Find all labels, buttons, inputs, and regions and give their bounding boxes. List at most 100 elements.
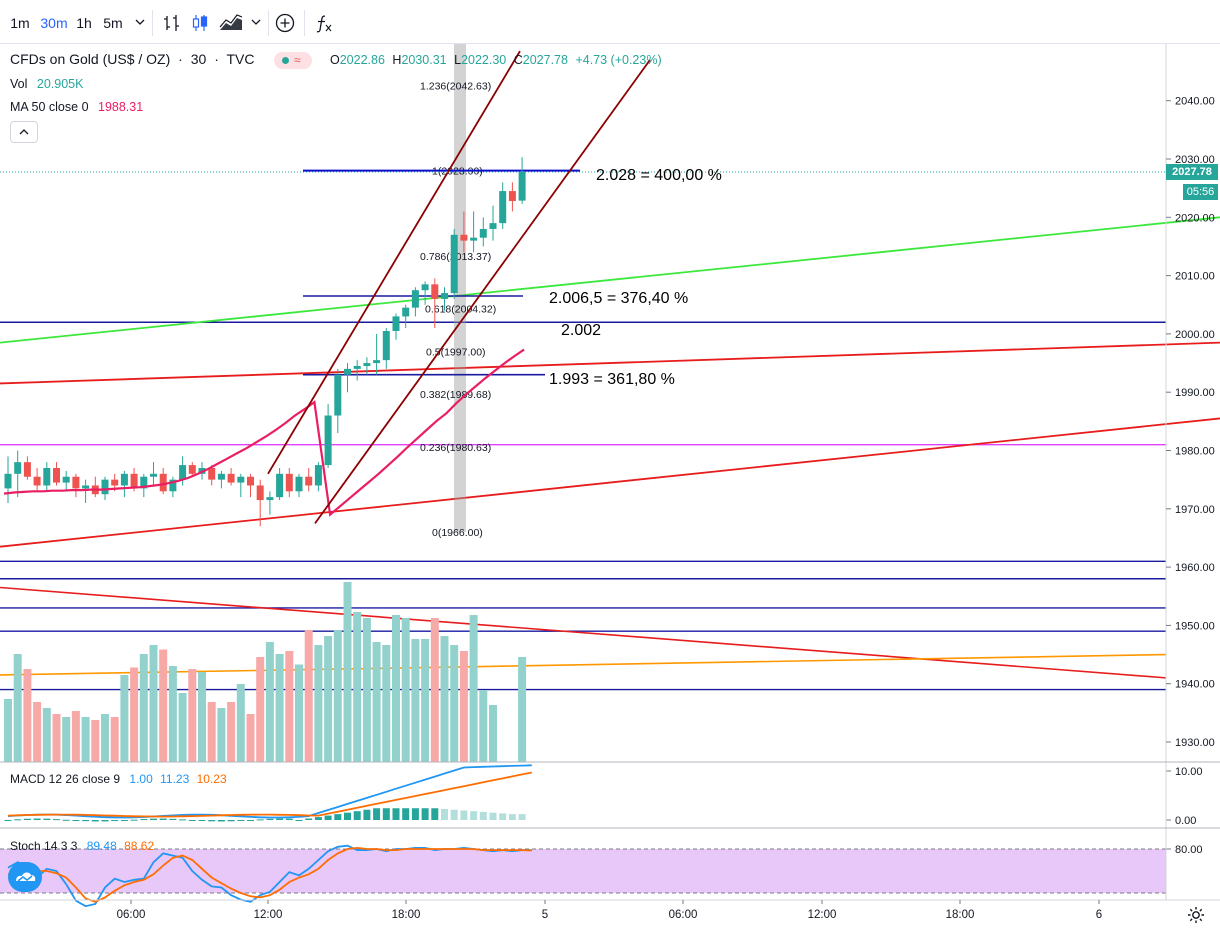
price-tick-label: 2040.00 (1175, 96, 1215, 108)
fibonacci-retracement: 1.236(2042.63)1(2028.00)0.786(2013.37)0.… (303, 44, 580, 539)
tradingview-logo-icon[interactable] (8, 862, 42, 892)
candle-body (421, 284, 429, 291)
volume-bar (101, 714, 109, 762)
volume-bar (440, 636, 449, 762)
fib-level-label: 0.236(1980.63) (420, 442, 491, 454)
volume-bar (23, 669, 32, 762)
price-tick-label: 2010.00 (1175, 271, 1215, 283)
candle-body (324, 415, 332, 466)
fx-icon[interactable] (312, 10, 336, 36)
macd-histogram-bar (91, 820, 99, 822)
macd-histogram-bar (460, 810, 468, 820)
volume-bar (392, 615, 400, 762)
candles-icon[interactable] (188, 10, 212, 36)
high-value: 2030.31 (401, 53, 447, 67)
price-tick-label: 1990.00 (1175, 387, 1215, 399)
symbol-source: TVC (226, 51, 255, 67)
stoch-label: Stoch 14 3 3 (10, 839, 78, 853)
volume-bar (372, 642, 381, 762)
macd-histogram-bar (120, 820, 128, 821)
market-status-badge[interactable]: ≈ (274, 52, 312, 69)
chart-canvas[interactable]: 1.236(2042.63)1(2028.00)0.786(2013.37)0.… (0, 44, 1220, 927)
macd-signal-line (7, 771, 532, 818)
price-tick-label: 2030.00 (1175, 154, 1215, 166)
macd-histogram-bar (266, 818, 274, 820)
interval-30m-button[interactable]: 30m (40, 15, 68, 31)
macd-histogram-bar (82, 820, 90, 822)
chevron-down-icon[interactable] (248, 10, 264, 36)
annotation-361pct[interactable]: 1.993 = 361,80 % (549, 371, 675, 388)
macd-histogram-bar (53, 819, 60, 821)
change-value: +4.73 (+0.23%) (575, 53, 662, 67)
chevron-down-icon[interactable] (130, 10, 150, 36)
volume-bar (4, 699, 12, 762)
volume-bar (314, 645, 323, 762)
macd-histogram-bar (33, 818, 41, 820)
annotation-2002[interactable]: 2.002 (561, 322, 602, 339)
candle-body (23, 462, 31, 477)
price-axis: 2040.00 2030.00 2020.00 2010.00 2000.00 1990.… (0, 44, 1220, 901)
settings-gear-icon[interactable] (1186, 905, 1206, 925)
trend-lines (0, 216, 1220, 691)
candle-body (188, 465, 196, 474)
interval-1m-button[interactable]: 1m (10, 15, 30, 31)
volume-bar (178, 693, 187, 762)
stoch-value-2: 88.62 (124, 839, 155, 853)
macd-legend[interactable]: MACD 12 26 close 9 1.00 11.23 10.23 (10, 772, 227, 786)
macd-histogram-bar (489, 812, 497, 820)
volume-bar (198, 672, 206, 762)
macd-histogram-bar (256, 819, 264, 821)
macd-histogram-bar (101, 820, 109, 822)
interval-5m-button[interactable]: 5m (103, 15, 123, 31)
last-price-label: 2027.78 (1166, 164, 1218, 180)
ma-label: MA 50 close 0 (10, 100, 89, 114)
symbol-interval: 30 (190, 51, 207, 67)
annotation-400pct[interactable]: 2.028 = 400,00 % (596, 167, 722, 184)
volume-bar (489, 705, 497, 762)
candle-body (285, 473, 293, 492)
stoch-band (0, 849, 1166, 893)
macd-histogram-bar (4, 820, 12, 821)
volume-bar (62, 717, 71, 762)
stoch-legend[interactable]: Stoch 14 3 3 89.48 88.62 (10, 839, 154, 853)
macd-histogram-bar (188, 820, 196, 821)
fib-level-label: 0.382(1989.68) (420, 389, 491, 401)
macd-histogram-bar (208, 820, 216, 822)
time-tick-label: 06:00 (669, 909, 698, 921)
volume-legend[interactable]: Vol 20.905K (10, 77, 83, 91)
macd-line (7, 764, 532, 819)
green-trend-line (0, 216, 1220, 344)
macd-histogram-bar (508, 814, 516, 820)
candle-body (382, 330, 390, 361)
area-chart-icon[interactable] (216, 10, 246, 36)
candle-body (470, 237, 478, 241)
top-toolbar: 1m 30m 1h 5m (0, 0, 1220, 44)
volume-bar (168, 666, 177, 762)
add-indicator-icon[interactable] (274, 10, 296, 36)
bar-chart-icon[interactable] (160, 10, 184, 36)
countdown-label: 05:56 (1183, 184, 1218, 200)
stoch-value-1: 89.48 (86, 839, 117, 853)
volume-bar (450, 645, 459, 762)
macd-histogram-bar (470, 811, 478, 820)
symbol-legend[interactable]: CFDs on Gold (US$ / OZ) · 30 · TVC (10, 51, 255, 67)
volume-label: Vol (10, 77, 28, 91)
ohlc-values: O2022.86 H2030.31 L2022.30 C2027.78 +4.7… (330, 53, 662, 67)
volume-bars (4, 582, 527, 762)
macd-histogram-bar (305, 818, 313, 820)
macd-histogram-bar (353, 811, 361, 820)
interval-1h-button[interactable]: 1h (76, 15, 92, 31)
ma-legend[interactable]: MA 50 close 0 1988.31 (10, 100, 143, 114)
price-tick-label: 1980.00 (1175, 446, 1215, 458)
volume-bar (265, 642, 274, 762)
candle-body (373, 360, 381, 364)
volume-bar (246, 714, 255, 762)
collapse-legend-button[interactable] (10, 121, 38, 143)
time-axis: 06:00 12:00 18:00 5 06:00 12:00 18:00 6 (117, 900, 1102, 921)
volume-bar (159, 649, 168, 762)
volume-bar (469, 615, 478, 762)
annotation-376pct[interactable]: 2.006,5 = 376,40 % (549, 290, 689, 307)
macd-histogram-bar (43, 818, 51, 820)
candle-body (4, 473, 12, 489)
volume-bar (362, 618, 371, 762)
